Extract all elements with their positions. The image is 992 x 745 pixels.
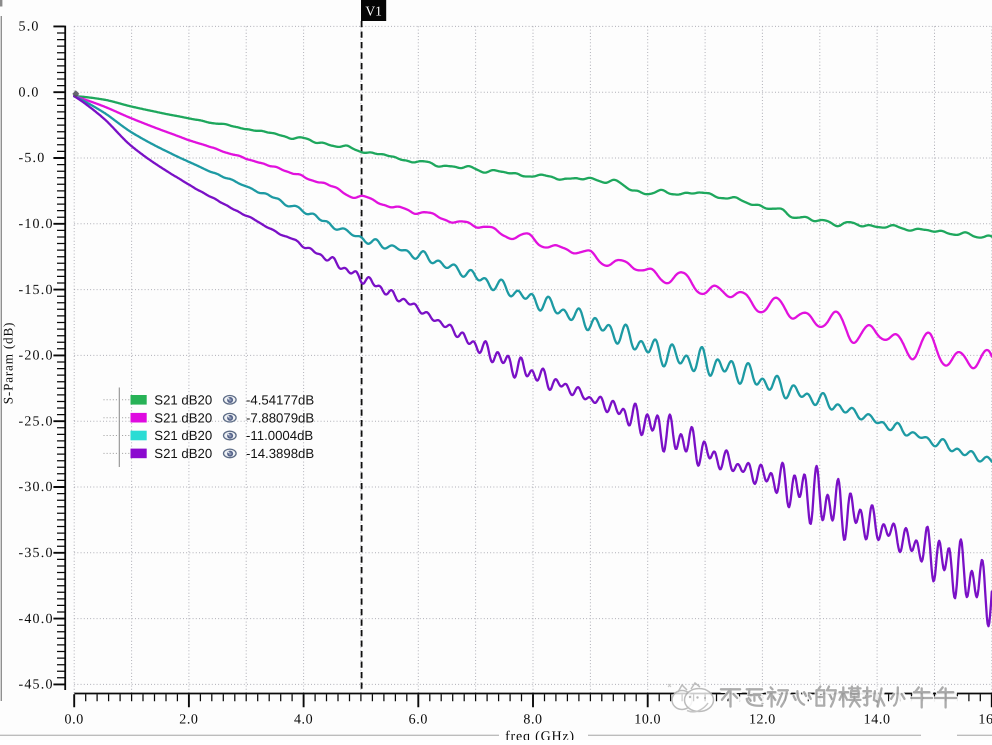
svg-text:-5.0: -5.0: [19, 151, 46, 166]
svg-text:16.0: 16.0: [978, 713, 992, 728]
svg-text:S21 dB20: S21 dB20: [154, 410, 212, 425]
svg-text:freq (GHz): freq (GHz): [505, 730, 575, 741]
svg-text:V1: V1: [365, 4, 382, 19]
svg-text:12.0: 12.0: [749, 713, 776, 728]
svg-text:-4.54177dB: -4.54177dB: [246, 393, 314, 408]
svg-text:-14.3898dB: -14.3898dB: [246, 446, 314, 461]
svg-text:S21 dB20: S21 dB20: [154, 428, 212, 443]
svg-text:-20.0: -20.0: [19, 349, 54, 364]
svg-text:-35.0: -35.0: [19, 546, 54, 561]
svg-text:14.0: 14.0: [864, 713, 891, 728]
svg-text:0.0: 0.0: [19, 85, 40, 100]
svg-text:-25.0: -25.0: [19, 414, 54, 429]
svg-text:-10.0: -10.0: [19, 217, 54, 232]
svg-text:S21 dB20: S21 dB20: [154, 446, 212, 461]
svg-text:8.0: 8.0: [523, 713, 542, 728]
svg-text:-40.0: -40.0: [19, 612, 54, 627]
svg-text:-30.0: -30.0: [19, 480, 54, 495]
svg-text:6.0: 6.0: [409, 713, 428, 728]
svg-text:2.0: 2.0: [179, 713, 198, 728]
svg-text:5.0: 5.0: [19, 20, 40, 35]
svg-text:-11.0004dB: -11.0004dB: [246, 428, 313, 443]
svg-text:4.0: 4.0: [294, 713, 313, 728]
svg-text:S-Param (dB): S-Param (dB): [1, 322, 16, 405]
svg-text:S21 dB20: S21 dB20: [154, 393, 212, 408]
svg-text:-45.0: -45.0: [19, 678, 54, 693]
svg-text:-7.88079dB: -7.88079dB: [246, 410, 314, 425]
svg-text:0.0: 0.0: [65, 713, 84, 728]
svg-text:-15.0: -15.0: [19, 283, 54, 298]
svg-text:10.0: 10.0: [634, 713, 661, 728]
